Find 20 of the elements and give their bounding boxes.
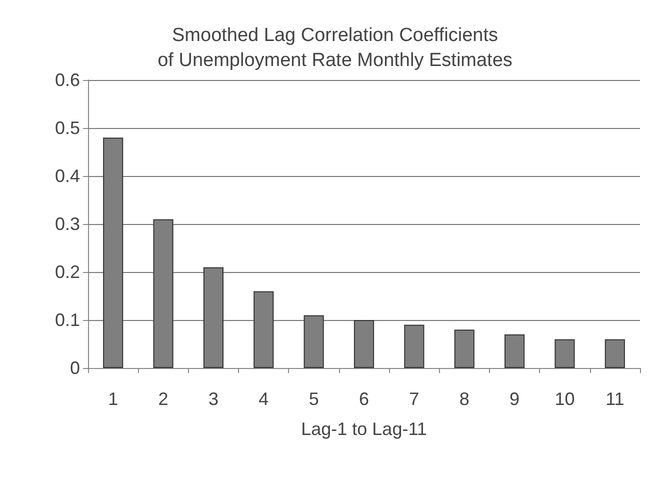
chart-title: Smoothed Lag Correlation Coefficients of Unemployment Rate Monthly Estimates (158, 25, 512, 71)
x-tick-label: 7 (409, 389, 420, 409)
x-tick-label: 4 (258, 389, 269, 409)
x-tick-label: 10 (554, 389, 575, 409)
x-tick-label: 9 (510, 389, 520, 409)
x-tick-label: 11 (606, 389, 624, 409)
y-tick-label: 0.1 (54, 310, 80, 330)
x-tick-label: 2 (158, 389, 168, 409)
y-tick-label: 0.6 (54, 70, 80, 90)
x-tick-label: 5 (308, 389, 319, 409)
y-tick-label: 0.4 (54, 166, 80, 186)
x-tick-label: 1 (108, 389, 118, 409)
x-tick-label: 6 (358, 389, 370, 409)
x-tick-label: 3 (208, 389, 218, 409)
y-tick-label: 0.5 (54, 118, 80, 138)
y-tick-label: 0.2 (54, 262, 80, 282)
x-axis-title: Lag-1 to Lag-11 (301, 419, 427, 439)
y-tick-label: 0 (70, 358, 80, 378)
y-tick-label: 0.3 (54, 214, 80, 234)
x-tick-label: 8 (459, 389, 470, 409)
